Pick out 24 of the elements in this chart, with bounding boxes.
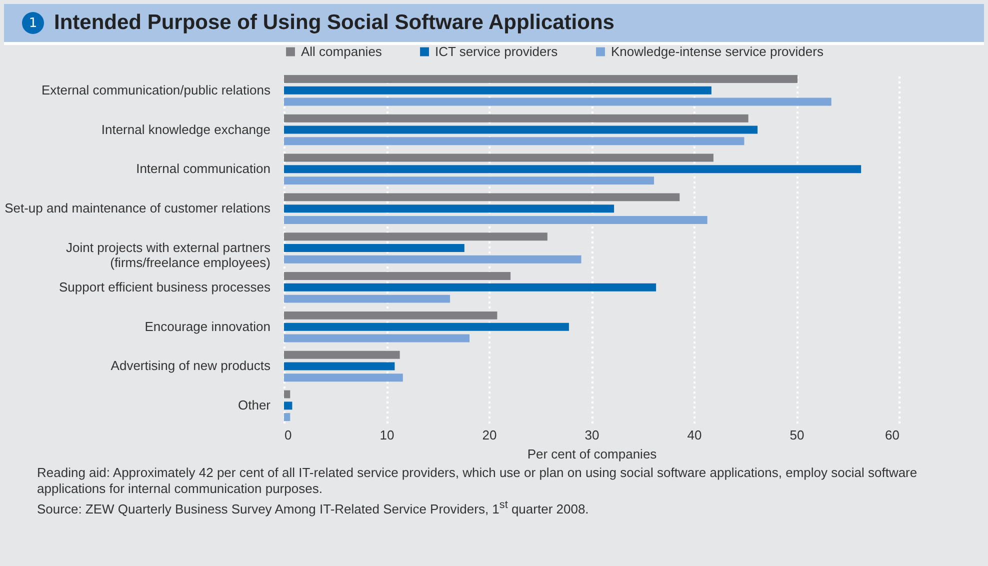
y-tick-label: Internal knowledge exchange [101,122,270,137]
x-tick-label: 60 [885,428,900,442]
source-note: Source: ZEW Quarterly Business Survey Among IT-Related Service Providers, 1$^{st}$ quarter 2008. [37,498,590,518]
legend-label: Knowledge-intense service providers [611,44,824,59]
y-tick-label: Set-up and maintenance of customer relations [4,200,271,216]
text: 1 [22,12,44,34]
legend-label: All companies [301,44,382,59]
y-tick-label: Other [238,398,272,413]
x-tick-label: 50 [790,428,804,442]
y-tick-label: Advertising of new products [110,358,271,374]
x-tick-label: 0 [284,428,292,442]
y-tick-label: Support efficient business processes [59,279,271,294]
x-tick-label: 30 [584,428,600,442]
x-axis-title: Per cent of companies [527,446,658,462]
text: Reading aid: Approximately 42 per cent of all IT-related service providers, which use or plan on using social software applications, employ social software applications for internal communication purposes. [37,465,918,497]
legend-label: ICT service providers [435,44,558,59]
chart-title: Intended Purpose of Using Social Software Applications [54,11,614,35]
x-tick-label: 20 [482,428,497,442]
y-tick-label: Encourage innovation [144,318,270,334]
y-tick-label: Internal communication [136,161,270,176]
y-tick-label: External communication/public relations [41,82,271,98]
y-tick-label: Joint projects with external partners (firms/freelance employees) [66,240,271,270]
x-tick-label: 40 [687,428,702,442]
x-tick-label: 10 [380,428,394,442]
